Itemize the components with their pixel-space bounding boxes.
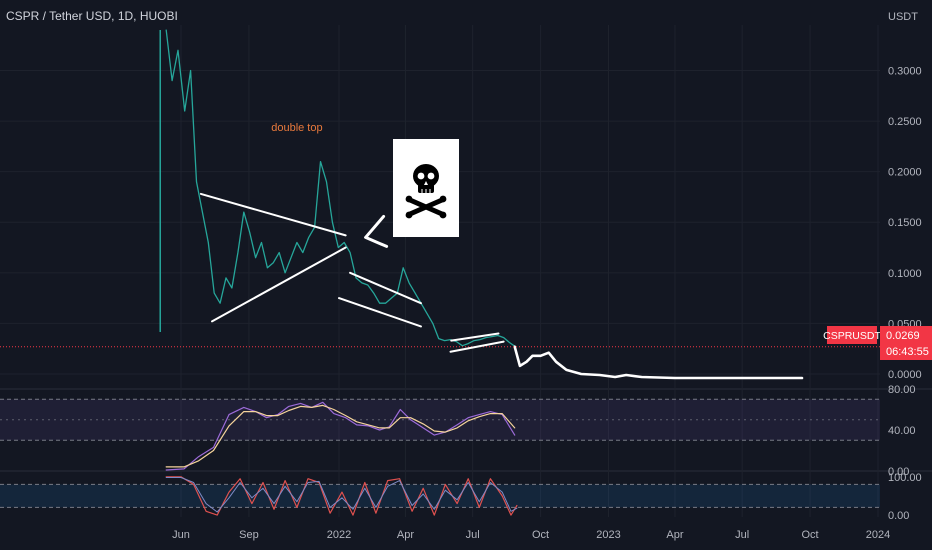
- annotations: double top: [271, 122, 322, 134]
- flag-upper-line: [450, 332, 500, 342]
- price-tag: [880, 326, 932, 360]
- symbol-label: CSPRUSDT: [823, 330, 881, 342]
- price-tick-label: 0.0000: [888, 369, 922, 381]
- triangle-lower-trendline: [211, 246, 347, 323]
- time-tick-label: 2024: [866, 529, 890, 541]
- time-tick-label: Oct: [802, 529, 819, 541]
- channel-lower-line: [338, 297, 422, 328]
- time-tick-label: Jul: [735, 529, 749, 541]
- rsi-tick-label: 40.00: [888, 425, 916, 437]
- projection-line: [513, 345, 804, 380]
- time-tick-label: Apr: [397, 529, 414, 541]
- chart-title: CSPR / Tether USD, 1D, HUOBI: [6, 9, 178, 23]
- time-tick-label: Jun: [172, 529, 190, 541]
- double-top-annotation: double top: [271, 122, 322, 134]
- price-tick-label: 0.2500: [888, 116, 922, 128]
- price-tick-label: 0.1000: [888, 268, 922, 280]
- flag-lower-line: [449, 340, 505, 353]
- last-price: 0.0269: [886, 330, 920, 342]
- price-tick-label: 0.2000: [888, 167, 922, 179]
- rsi-line: [165, 401, 516, 471]
- stoch-band-fill: [0, 484, 880, 508]
- channel-upper-line: [349, 271, 422, 305]
- bar-countdown: 06:43:55: [886, 346, 929, 358]
- price-tick-label: 0.1500: [888, 217, 922, 229]
- skull-sticker: [393, 139, 459, 237]
- time-tick-label: Sep: [239, 529, 259, 541]
- y-axis[interactable]: 0.00000.05000.10000.15000.20000.25000.30…: [888, 66, 922, 523]
- drawings: [199, 192, 505, 353]
- symbol-badge: [827, 326, 877, 344]
- unit-label: USDT: [888, 11, 918, 23]
- stoch-tick-label: 0.00: [888, 510, 909, 522]
- stoch-d-line: [165, 477, 518, 513]
- series: [0, 29, 880, 516]
- time-tick-label: 2022: [327, 529, 351, 541]
- price-line: [165, 29, 517, 348]
- stoch-tick-label: 100.00: [888, 472, 922, 484]
- triangle-upper-trendline: [199, 192, 347, 237]
- price-badge[interactable]: CSPRUSDT 0.0269 06:43:55: [823, 326, 932, 360]
- rsi-tick-label: 80.00: [888, 384, 916, 396]
- time-tick-label: Apr: [666, 529, 683, 541]
- rsi-tick-label: 0.00: [888, 466, 909, 478]
- time-tick-label: Jul: [466, 529, 480, 541]
- price-tick-label: 0.3000: [888, 66, 922, 78]
- chevron-arrow-icon: [364, 214, 389, 248]
- indicator-bands: [0, 398, 880, 508]
- time-tick-label: 2023: [596, 529, 620, 541]
- rsi-signal-line: [165, 404, 516, 468]
- time-tick-label: Oct: [532, 529, 549, 541]
- grid: [0, 25, 932, 517]
- x-axis[interactable]: Jun Sep 2022 Apr Jul Oct 2023 Apr Jul Oct 2024: [172, 529, 890, 541]
- skull-and-crossbones-icon: [405, 164, 447, 219]
